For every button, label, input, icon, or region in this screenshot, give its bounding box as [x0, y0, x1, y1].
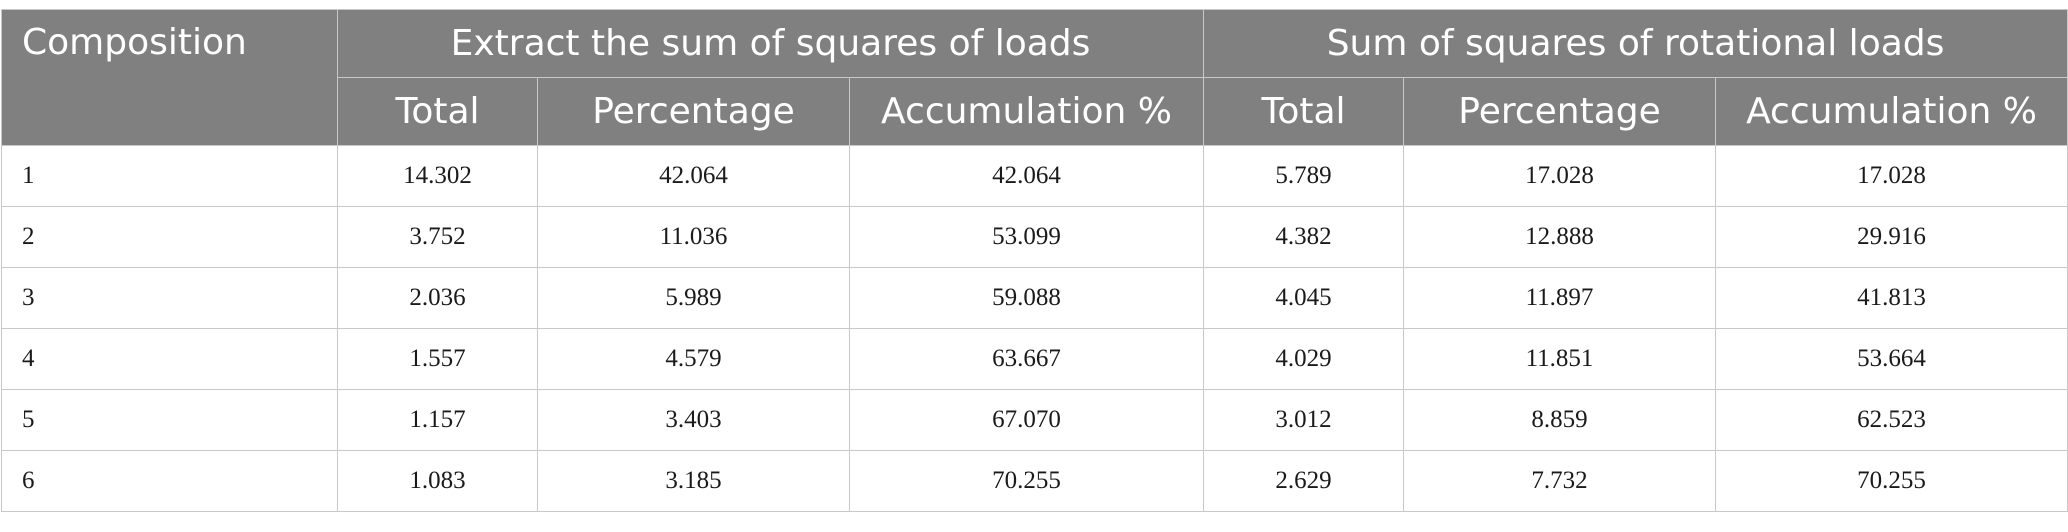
cell-extract-total: 1.157 — [337, 389, 538, 451]
table-row: 3 2.036 5.989 59.088 4.045 11.897 41.813 — [1, 267, 2068, 329]
cell-composition: 5 — [1, 389, 338, 451]
header-rotational-percentage: Percentage — [1403, 77, 1717, 146]
table-row: 4 1.557 4.579 63.667 4.029 11.851 53.664 — [1, 328, 2068, 390]
header-composition: Composition — [1, 9, 338, 146]
cell-extract-percentage: 4.579 — [537, 328, 850, 390]
cell-extract-percentage: 42.064 — [537, 145, 850, 207]
table-header: Composition Extract the sum of squares o… — [1, 9, 2068, 146]
cell-rotational-percentage: 12.888 — [1403, 206, 1717, 268]
cell-rotational-percentage: 11.897 — [1403, 267, 1717, 329]
header-extract-accumulation: Accumulation % — [848, 77, 1205, 146]
cell-extract-percentage: 11.036 — [537, 206, 850, 268]
cell-extract-accumulation: 70.255 — [848, 450, 1205, 512]
cell-rotational-total: 5.789 — [1203, 145, 1405, 207]
loadings-table: Composition Extract the sum of squares o… — [1, 9, 2068, 512]
cell-rotational-percentage: 8.859 — [1403, 389, 1717, 451]
table-row: 5 1.157 3.403 67.070 3.012 8.859 62.523 — [1, 389, 2068, 451]
table-row: 6 1.083 3.185 70.255 2.629 7.732 70.255 — [1, 450, 2068, 512]
cell-extract-accumulation: 42.064 — [848, 145, 1205, 207]
header-group-rotational: Sum of squares of rotational loads — [1203, 9, 2068, 78]
cell-extract-accumulation: 67.070 — [848, 389, 1205, 451]
cell-composition: 6 — [1, 450, 338, 512]
table-row: 1 14.302 42.064 42.064 5.789 17.028 17.0… — [1, 145, 2068, 207]
header-row-groups: Composition Extract the sum of squares o… — [1, 9, 2068, 146]
cell-extract-accumulation: 59.088 — [848, 267, 1205, 329]
cell-composition: 3 — [1, 267, 338, 329]
cell-extract-percentage: 3.185 — [537, 450, 850, 512]
cell-extract-total: 3.752 — [337, 206, 538, 268]
cell-rotational-total: 4.382 — [1203, 206, 1405, 268]
cell-rotational-accumulation: 17.028 — [1715, 145, 2068, 207]
cell-extract-percentage: 3.403 — [537, 389, 850, 451]
header-row-subcolumns: Total Percentage Accumulation % Total Pe… — [2, 77, 2068, 146]
table-row: 2 3.752 11.036 53.099 4.382 12.888 29.91… — [1, 206, 2068, 268]
cell-rotational-percentage: 17.028 — [1403, 145, 1717, 207]
cell-rotational-percentage: 7.732 — [1403, 450, 1717, 512]
cell-composition: 1 — [1, 145, 338, 207]
cell-rotational-percentage: 11.851 — [1403, 328, 1717, 390]
cell-rotational-accumulation: 53.664 — [1715, 328, 2068, 390]
cell-composition: 2 — [1, 206, 338, 268]
cell-rotational-accumulation: 70.255 — [1715, 450, 2068, 512]
cell-rotational-total: 2.629 — [1203, 450, 1405, 512]
header-rotational-total: Total — [1203, 77, 1405, 146]
cell-extract-total: 2.036 — [337, 267, 538, 329]
cell-composition: 4 — [1, 328, 338, 390]
cell-extract-total: 1.083 — [337, 450, 538, 512]
cell-extract-accumulation: 53.099 — [848, 206, 1205, 268]
cell-rotational-accumulation: 29.916 — [1715, 206, 2068, 268]
cell-extract-total: 14.302 — [337, 145, 538, 207]
header-group-extract: Extract the sum of squares of loads — [336, 9, 1205, 78]
cell-rotational-total: 4.029 — [1203, 328, 1405, 390]
cell-extract-accumulation: 63.667 — [848, 328, 1205, 390]
cell-rotational-accumulation: 62.523 — [1715, 389, 2068, 451]
header-extract-total: Total — [337, 77, 538, 146]
loadings-table-container: Composition Extract the sum of squares o… — [0, 9, 2068, 512]
cell-rotational-total: 4.045 — [1203, 267, 1405, 329]
header-rotational-accumulation: Accumulation % — [1715, 77, 2068, 146]
cell-extract-percentage: 5.989 — [537, 267, 850, 329]
header-extract-percentage: Percentage — [537, 77, 850, 146]
table-body: 1 14.302 42.064 42.064 5.789 17.028 17.0… — [1, 145, 2068, 512]
cell-rotational-accumulation: 41.813 — [1715, 267, 2068, 329]
cell-rotational-total: 3.012 — [1203, 389, 1405, 451]
cell-extract-total: 1.557 — [337, 328, 538, 390]
